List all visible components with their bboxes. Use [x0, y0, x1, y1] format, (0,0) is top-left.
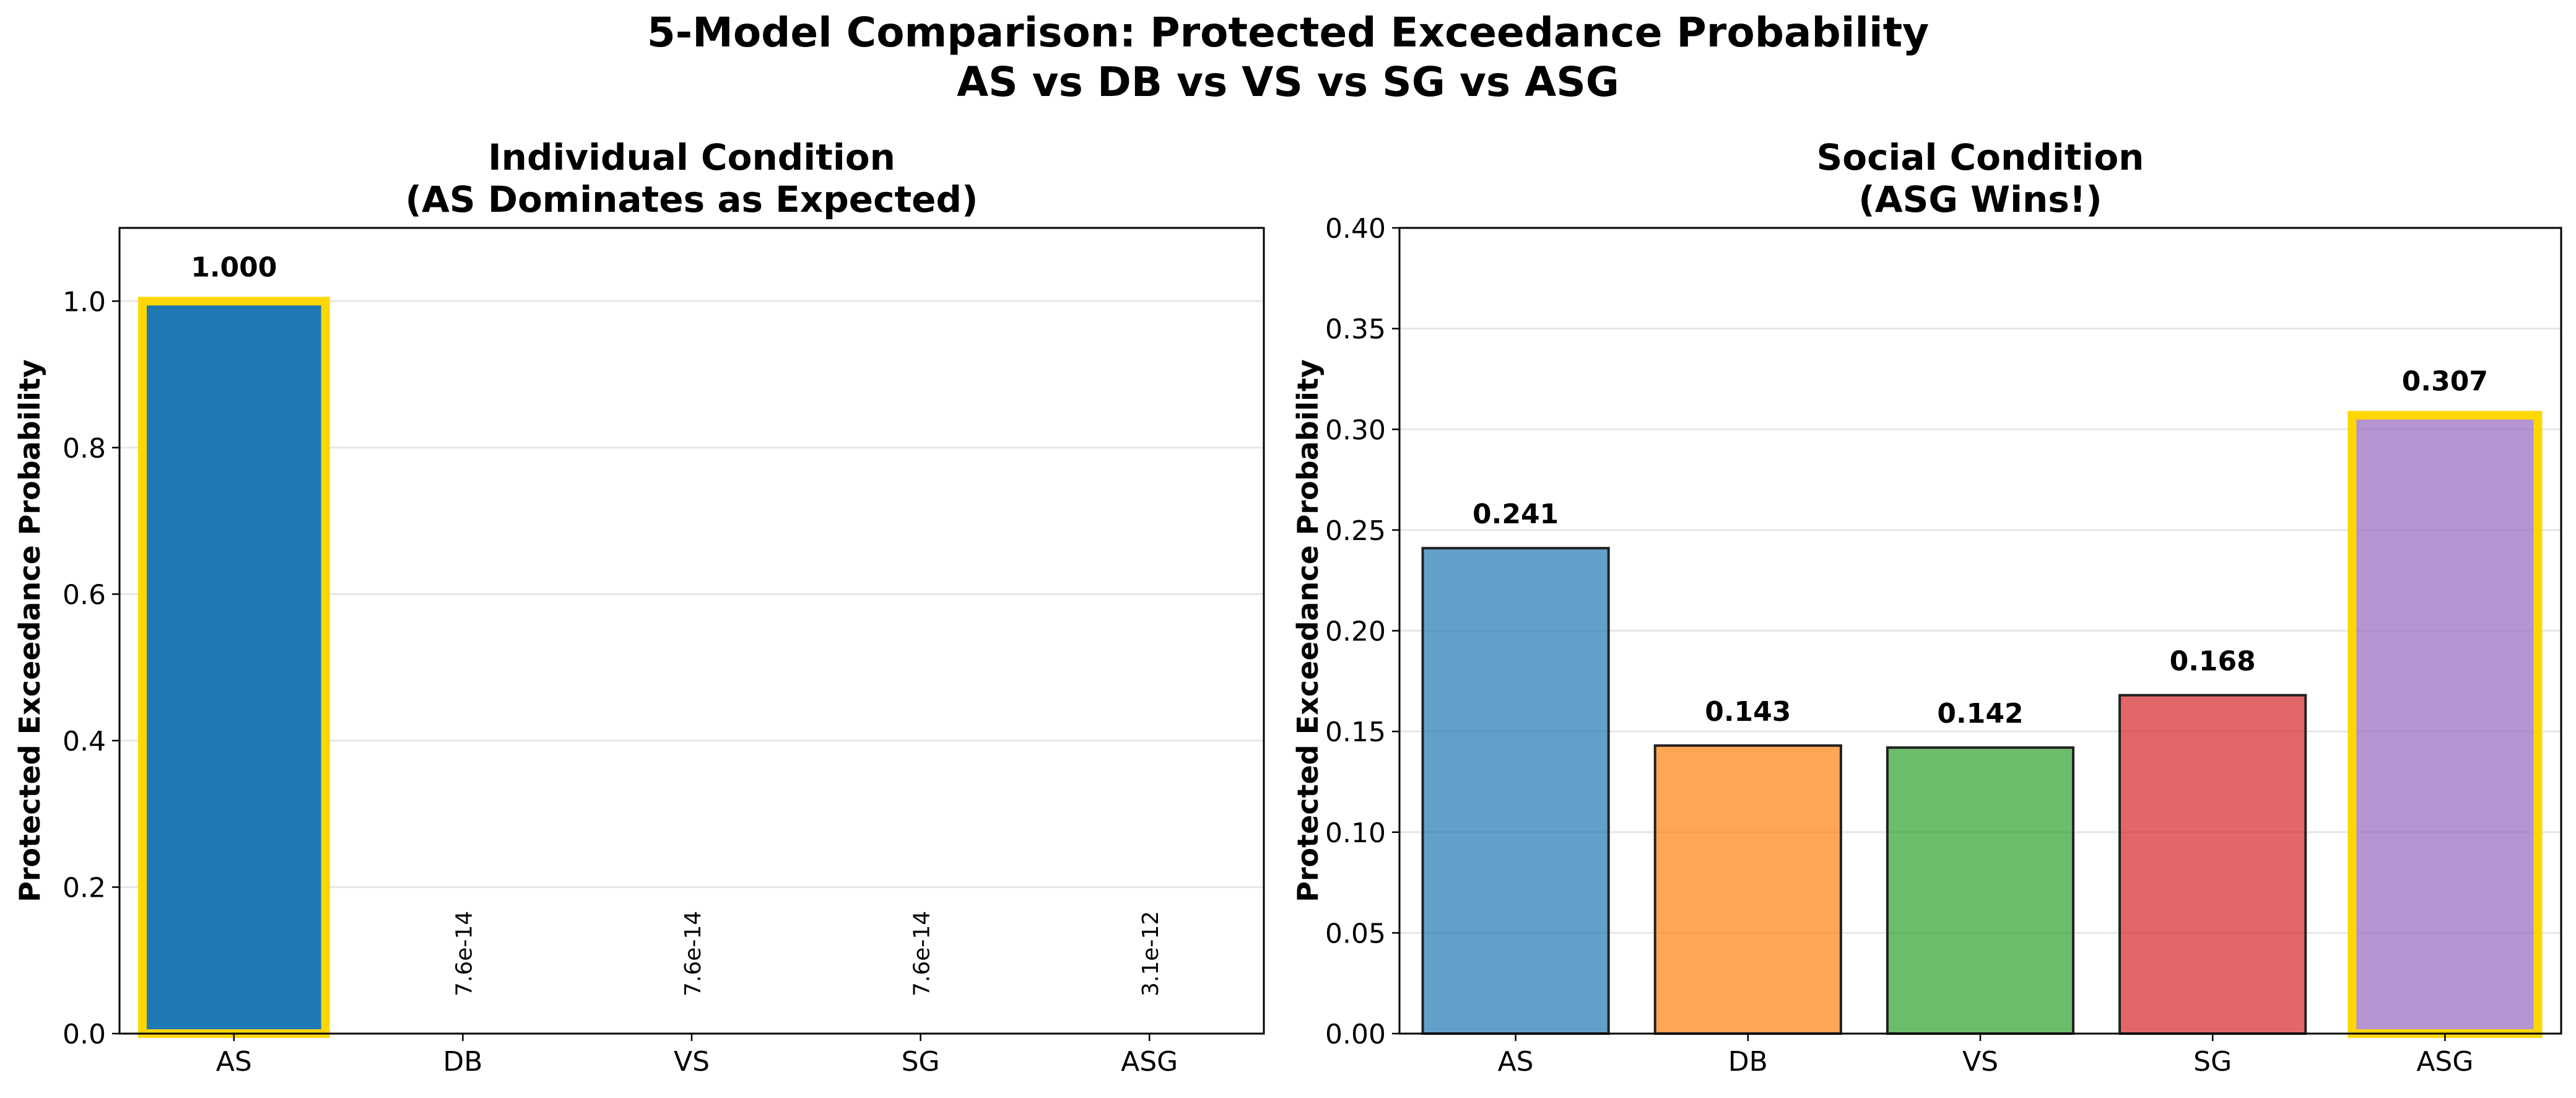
value-label: 7.6e-14 — [910, 911, 935, 996]
chart-title-line1: Individual Condition — [488, 136, 895, 178]
chart-title-line2: (ASG Wins!) — [1858, 178, 2102, 220]
y-tick-label: 0.4 — [63, 726, 106, 757]
x-tick-label: SG — [2193, 1046, 2232, 1078]
x-tick-label: ASG — [2416, 1046, 2473, 1078]
value-label: 7.6e-14 — [681, 911, 706, 996]
bar-sg — [2118, 694, 2307, 1035]
y-axis-label: Protected Exceedance Probability — [1291, 359, 1325, 902]
value-label: 0.307 — [2402, 365, 2488, 397]
value-label: 7.6e-14 — [451, 911, 477, 996]
value-label: 3.1e-12 — [1138, 911, 1164, 996]
x-tick-label: DB — [443, 1046, 482, 1078]
individual-condition-chart: Individual Condition(AS Dominates as Exp… — [13, 136, 1265, 1078]
chart-title-line1: Social Condition — [1817, 136, 2144, 178]
bar-as — [1421, 547, 1610, 1035]
y-tick-label: 1.0 — [63, 286, 106, 318]
x-tick-label: DB — [1728, 1046, 1768, 1078]
y-tick-label: 0.8 — [63, 433, 106, 464]
y-tick-label: 0.6 — [63, 579, 106, 611]
social-condition-chart: Social Condition(ASG Wins!) 0.00 0.05 0.10 0… — [1291, 136, 2562, 1078]
x-tick-label: ASG — [1121, 1046, 1178, 1078]
bar-as — [137, 297, 330, 1039]
y-axis-label: Protected Exceedance Probability — [13, 359, 46, 902]
bar-db — [1653, 744, 1842, 1035]
y-tick-label: 0.0 — [63, 1019, 106, 1050]
x-tick-label: SG — [902, 1046, 940, 1078]
y-tick-label: 0.10 — [1325, 817, 1386, 849]
plot-frame — [118, 227, 1265, 1035]
y-tick-label: 0.35 — [1325, 314, 1386, 346]
x-tick-label: VS — [1962, 1046, 1998, 1078]
plot-frame — [1398, 227, 2562, 1035]
y-tick-label: 0.25 — [1325, 515, 1386, 547]
chart-title-line2: (AS Dominates as Expected) — [405, 178, 978, 220]
figure-title-line1: 5-Model Comparison: Protected Exceedance… — [647, 9, 1929, 56]
x-tick-label: AS — [216, 1046, 252, 1078]
figure-title-line2: AS vs DB vs VS vs SG vs ASG — [957, 58, 1619, 106]
bar-asg — [2348, 411, 2543, 1038]
y-tick-label: 0.2 — [63, 872, 106, 904]
value-label: 0.168 — [2170, 646, 2256, 678]
y-tick-label: 0.05 — [1325, 918, 1386, 949]
value-label: 0.143 — [1705, 696, 1791, 728]
y-tick-label: 0.30 — [1325, 414, 1386, 446]
value-label: 0.142 — [1937, 698, 2023, 730]
y-tick-label: 0.40 — [1325, 213, 1386, 245]
x-tick-label: AS — [1498, 1046, 1534, 1078]
y-tick-label: 0.20 — [1325, 616, 1386, 648]
y-tick-label: 0.00 — [1325, 1019, 1386, 1050]
x-tick-label: VS — [674, 1046, 710, 1078]
value-label: 1.000 — [191, 251, 277, 283]
value-label: 0.241 — [1473, 499, 1559, 530]
y-tick-label: 0.15 — [1325, 717, 1386, 748]
bar-vs — [1886, 746, 2075, 1035]
